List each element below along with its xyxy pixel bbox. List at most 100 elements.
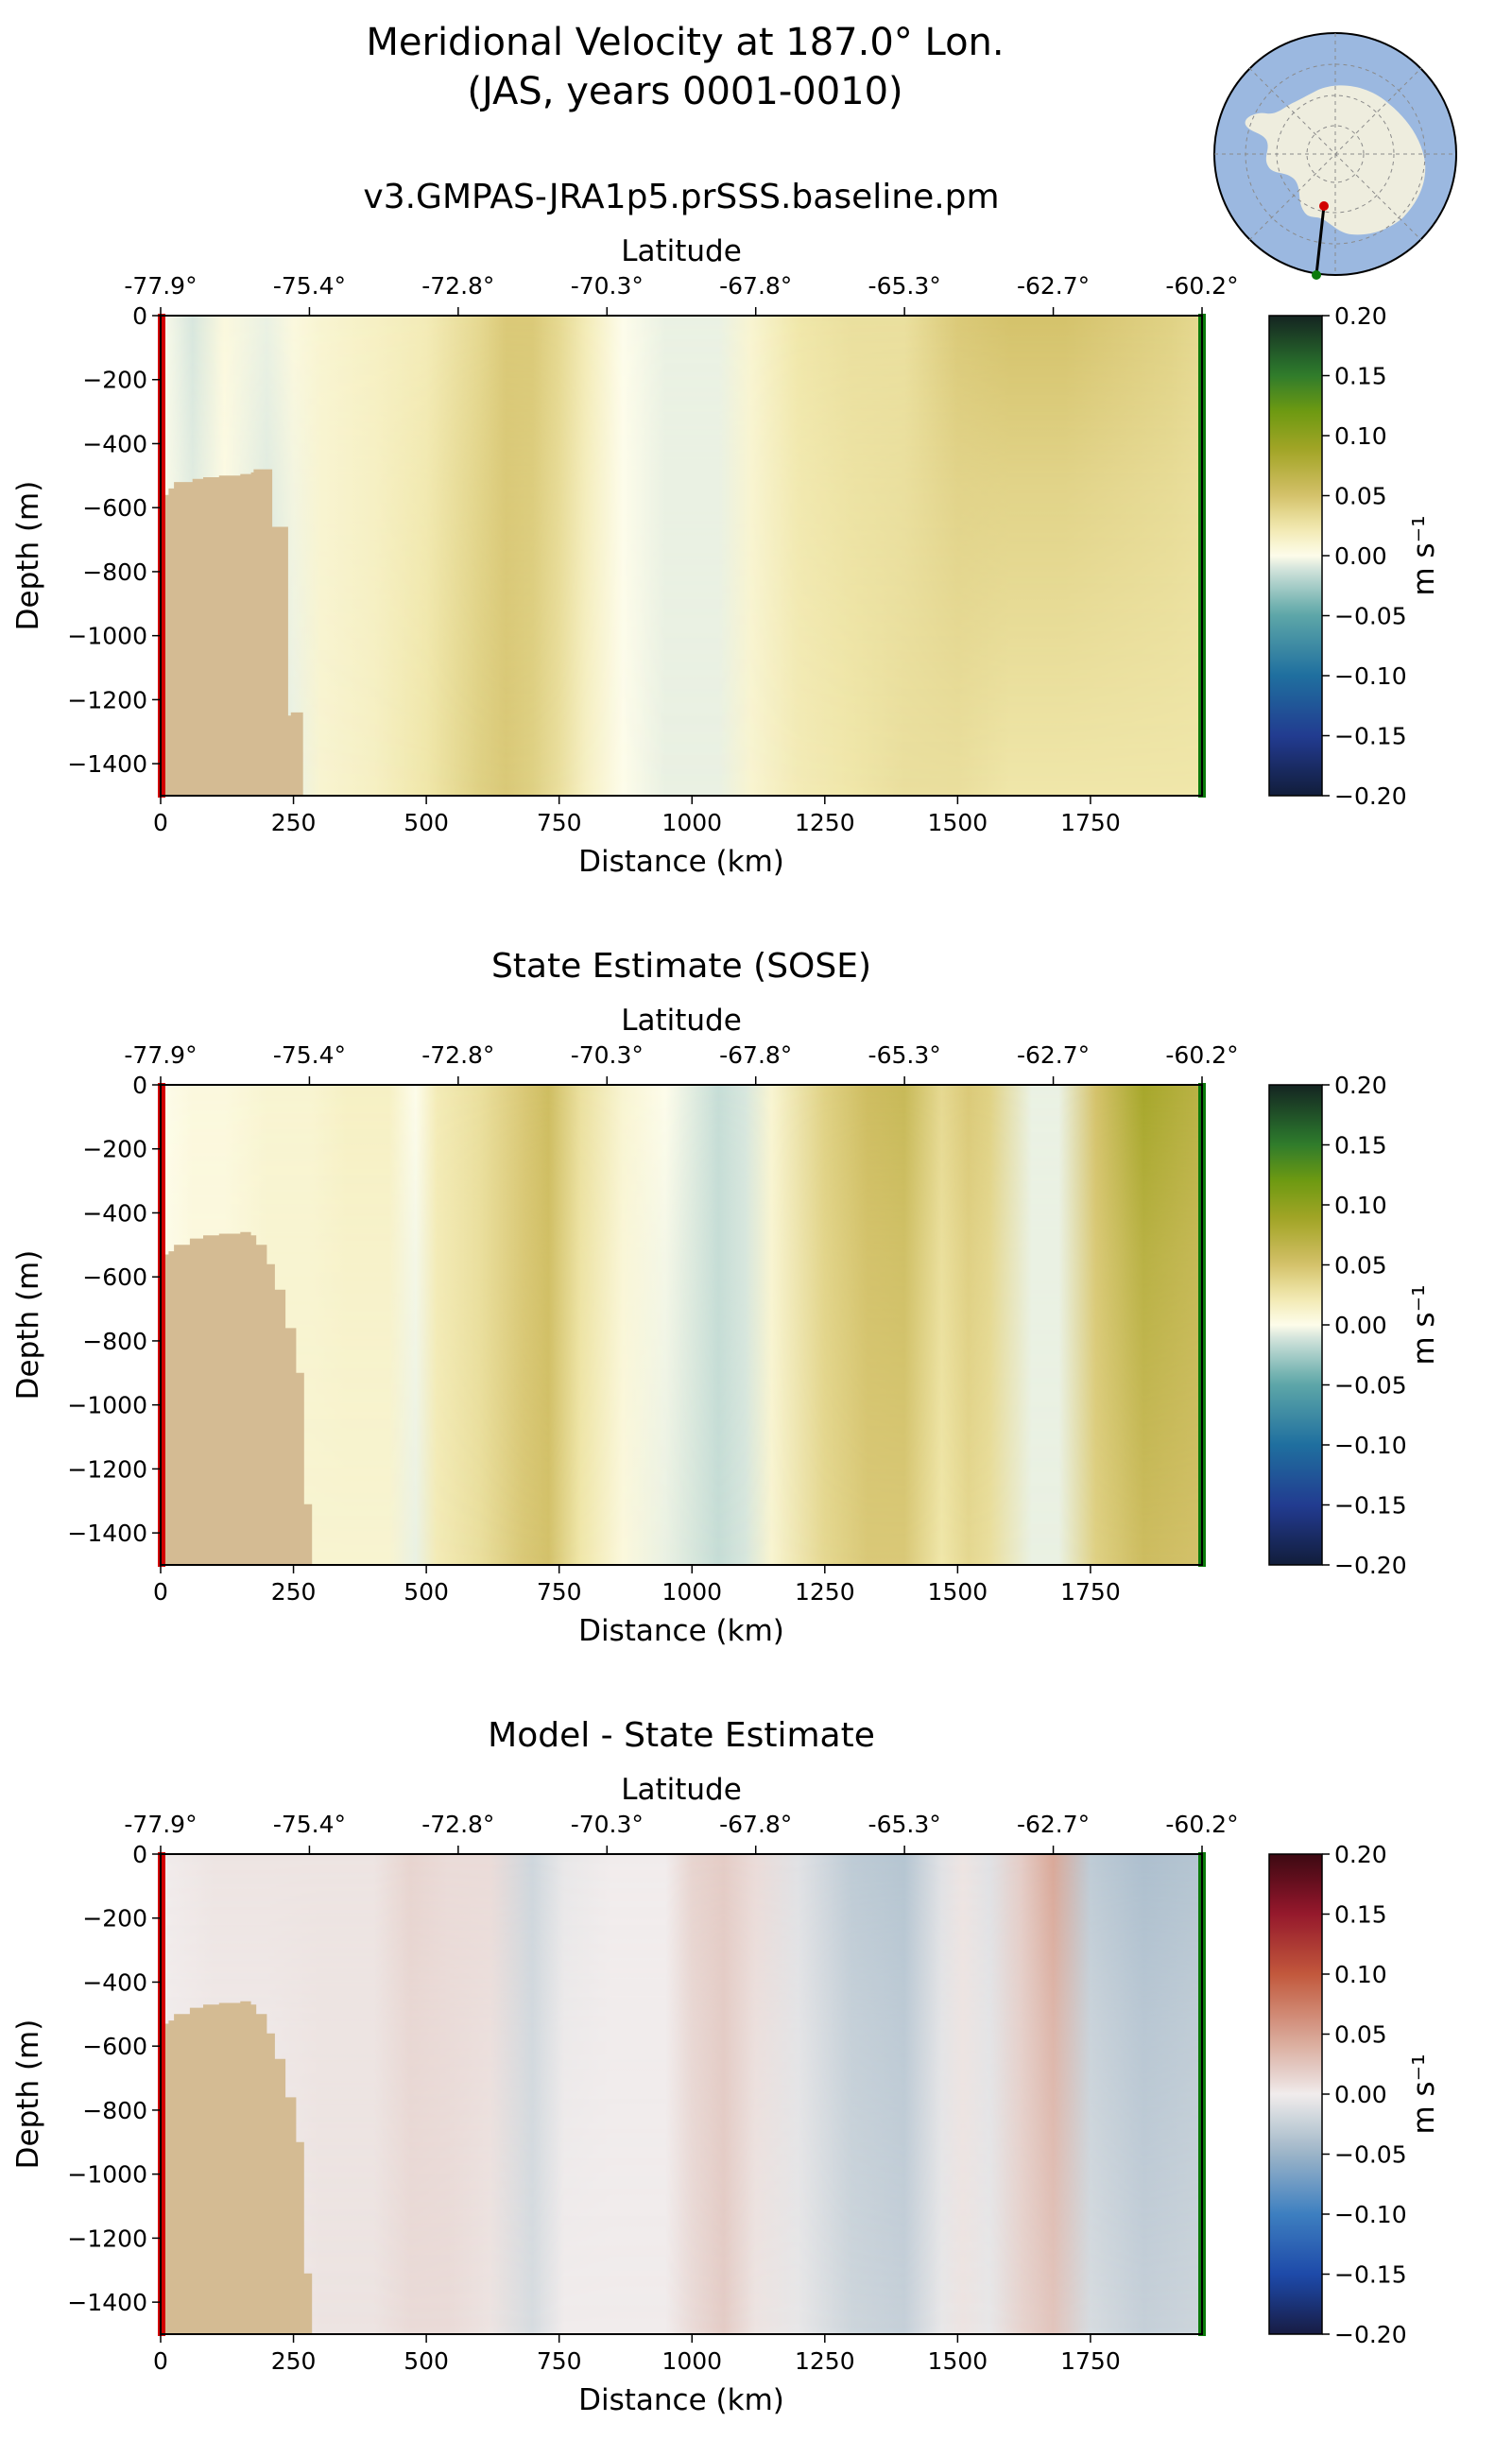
y-axis-label: Depth (m) [11, 481, 45, 631]
top-axis-label: Latitude [621, 234, 742, 268]
y-tick-label: −1200 [67, 1455, 147, 1483]
lat-tick-label: -65.3° [868, 1811, 941, 1838]
colorbar-tick-label: 0.15 [1334, 1132, 1387, 1160]
colorbar-label: m s⁻¹ [1407, 516, 1441, 596]
y-tick-label: −200 [82, 367, 147, 394]
x-tick-label: 500 [404, 2347, 449, 2375]
colorbar-tick-label: 0.20 [1334, 1072, 1387, 1099]
lat-tick-label: -62.7° [1017, 1041, 1090, 1069]
figure-title-line2: (JAS, years 0001-0010) [467, 70, 902, 113]
y-tick-label: −400 [82, 1968, 147, 1996]
inset-start-marker [1319, 201, 1329, 211]
colorbar-tick-label: 0.20 [1334, 1841, 1387, 1868]
lat-tick-label: -60.2° [1165, 1041, 1238, 1069]
x-tick-label: 250 [271, 809, 317, 836]
lat-tick-label: -77.9° [124, 272, 197, 300]
colorbar-tick-label: 0.05 [1334, 2021, 1387, 2049]
x-axis-label: Distance (km) [578, 1614, 784, 1648]
y-tick-label: −800 [82, 558, 147, 586]
y-tick-label: −1000 [67, 623, 147, 650]
colorbar-tick-label: −0.15 [1334, 1492, 1407, 1520]
x-tick-label: 750 [537, 1578, 582, 1606]
inset-end-marker [1312, 270, 1321, 280]
colorbar [1268, 1853, 1323, 2335]
x-tick-label: 1250 [795, 2347, 855, 2375]
y-tick-label: −1200 [67, 686, 147, 713]
lat-tick-label: -67.8° [719, 272, 792, 300]
colorbar-tick-label: 0.15 [1334, 1901, 1387, 1929]
plot-frame [160, 1084, 1203, 1566]
y-tick-label: −1200 [67, 2225, 147, 2252]
colorbar-tick-label: 0.00 [1334, 1312, 1387, 1339]
y-tick-label: −600 [82, 2033, 147, 2060]
x-axis-label: Distance (km) [578, 2383, 784, 2417]
colorbar-label: m s⁻¹ [1407, 2054, 1441, 2135]
panel-title: State Estimate (SOSE) [491, 947, 871, 986]
colorbar-tick-label: −0.05 [1334, 2141, 1407, 2169]
plot-frame [160, 315, 1203, 797]
x-tick-label: 1500 [928, 809, 988, 836]
lat-tick-label: -62.7° [1017, 1811, 1090, 1838]
y-tick-label: −200 [82, 1136, 147, 1163]
lat-tick-label: -75.4° [273, 272, 346, 300]
x-tick-label: 500 [404, 1578, 449, 1606]
bathymetry [161, 1231, 313, 1565]
colorbar-tick-label: −0.20 [1334, 2321, 1407, 2348]
field-surface [161, 1854, 1202, 2334]
colorbar-tick-label: 0.00 [1334, 2081, 1387, 2108]
colorbar-tick-label: 0.10 [1334, 422, 1387, 450]
x-tick-label: 1000 [662, 1578, 722, 1606]
x-tick-label: 1750 [1060, 809, 1121, 836]
lat-tick-label: -77.9° [124, 1041, 197, 1069]
colorbar-tick-label: −0.10 [1334, 1432, 1407, 1459]
y-axis-label: Depth (m) [11, 1250, 45, 1400]
x-axis-label: Distance (km) [578, 845, 784, 879]
x-tick-label: 0 [153, 2347, 168, 2375]
inset-graticule [1214, 33, 1456, 275]
lat-tick-label: -72.8° [421, 272, 494, 300]
y-tick-label: −1000 [67, 1392, 147, 1419]
x-tick-label: 1750 [1060, 2347, 1121, 2375]
colorbar [1268, 315, 1323, 797]
lat-tick-label: -72.8° [421, 1811, 494, 1838]
colorbar [1268, 1084, 1323, 1566]
lat-tick-label: -72.8° [421, 1041, 494, 1069]
colorbar-tick-label: 0.10 [1334, 1192, 1387, 1219]
lat-tick-label: -75.4° [273, 1811, 346, 1838]
y-tick-label: 0 [132, 302, 147, 330]
lat-tick-label: -65.3° [868, 272, 941, 300]
field-surface [161, 316, 1202, 796]
y-tick-label: −200 [82, 1905, 147, 1933]
panel-title: v3.GMPAS-JRA1p5.prSSS.baseline.pm [363, 178, 999, 216]
y-tick-label: −400 [82, 430, 147, 457]
colorbar-tick-label: −0.10 [1334, 2201, 1407, 2228]
x-tick-label: 250 [271, 1578, 317, 1606]
x-tick-label: 750 [537, 2347, 582, 2375]
colorbar-tick-label: −0.05 [1334, 1372, 1407, 1400]
colorbar-tick-label: 0.05 [1334, 1252, 1387, 1280]
x-tick-label: 500 [404, 809, 449, 836]
bathymetry [161, 2001, 313, 2334]
colorbar-label: m s⁻¹ [1407, 1285, 1441, 1366]
y-tick-label: 0 [132, 1072, 147, 1099]
x-tick-label: 1250 [795, 809, 855, 836]
field-surface [161, 1085, 1202, 1565]
panel-1: v3.GMPAS-JRA1p5.prSSS.baseline.pm 0 250 500… [11, 178, 1441, 879]
inset-transect-line [1314, 205, 1326, 276]
y-tick-label: −800 [82, 1328, 147, 1355]
y-tick-label: −600 [82, 1263, 147, 1291]
lat-tick-label: -70.3° [571, 1041, 644, 1069]
x-tick-label: 250 [271, 2347, 317, 2375]
top-axis-label: Latitude [621, 1004, 742, 1038]
y-tick-label: −1000 [67, 2161, 147, 2189]
colorbar-tick-label: 0.15 [1334, 363, 1387, 390]
y-tick-label: −1400 [67, 1520, 147, 1547]
lat-tick-label: -70.3° [571, 1811, 644, 1838]
inset-antarctica-land [1245, 85, 1426, 235]
panel-3: Model - State Estimate 0 250 500 750 1000 1250… [11, 1716, 1441, 2417]
y-tick-label: −1400 [67, 2289, 147, 2316]
y-tick-label: −800 [82, 2097, 147, 2124]
y-tick-label: −1400 [67, 750, 147, 778]
colorbar-tick-label: −0.15 [1334, 723, 1407, 750]
